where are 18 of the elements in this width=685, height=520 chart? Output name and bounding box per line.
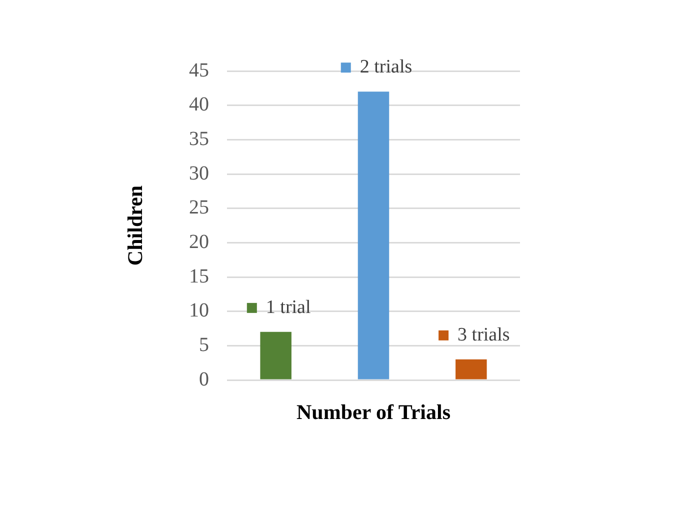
y-tick-label: 25	[189, 196, 209, 219]
y-tick-label: 20	[189, 230, 209, 253]
bar	[358, 92, 390, 380]
bar	[456, 359, 487, 380]
x-axis-title: Number of Trials	[296, 400, 451, 424]
legend-label: 3 trials	[458, 324, 510, 346]
legend-label: 2 trials	[360, 56, 412, 78]
y-tick-label: 0	[199, 368, 209, 390]
y-tick-label: 40	[189, 94, 209, 116]
y-tick-label: 15	[189, 265, 209, 288]
y-axis-title: Children	[123, 185, 148, 266]
y-tick-label: 10	[189, 300, 209, 322]
bar	[260, 332, 292, 380]
y-tick-label: 30	[189, 162, 209, 184]
y-tick-label: 35	[189, 128, 209, 150]
y-tick-label: 5	[199, 334, 209, 356]
y-tick-label: 45	[189, 59, 209, 82]
legend-label: 1 trial	[266, 296, 311, 318]
